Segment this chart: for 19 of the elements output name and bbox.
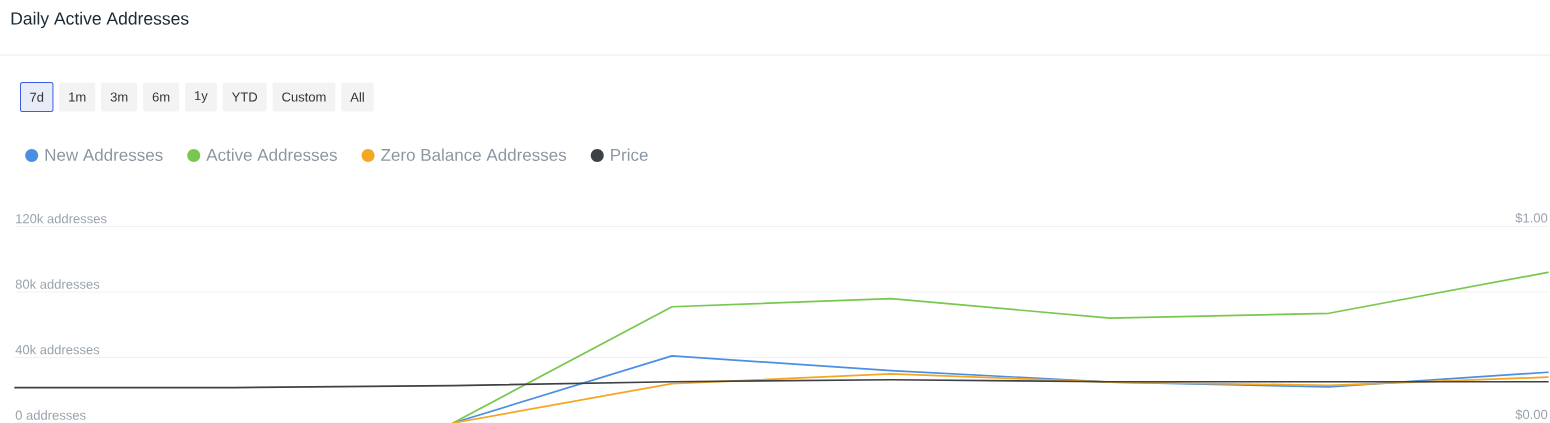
- text: 3m: [110, 92, 128, 102]
- y-tick-label: 40k addresses: [15, 344, 100, 355]
- y2-tick-label: $1.00: [1515, 212, 1548, 224]
- text: Custom: [282, 92, 326, 102]
- text: 7d: [30, 92, 44, 102]
- legend-label: Zero Balance Addresses: [381, 148, 567, 161]
- text: 1m: [69, 92, 86, 102]
- text: 6m: [152, 92, 170, 102]
- legend-label: Price: [611, 148, 648, 161]
- text: YTD: [231, 92, 258, 102]
- text: All: [350, 92, 364, 102]
- y2-tick-label: $0.00: [1515, 409, 1548, 420]
- y-tick-label: 120k addresses: [16, 213, 107, 224]
- text: 1y: [195, 91, 208, 103]
- chart-title: Daily Active Addresses: [11, 11, 189, 29]
- legend-label: Active Addresses: [206, 148, 337, 161]
- y-tick-label: 0 addresses: [15, 410, 86, 420]
- y-tick-label: 80k addresses: [15, 279, 100, 289]
- legend-label: New Addresses: [45, 148, 163, 161]
